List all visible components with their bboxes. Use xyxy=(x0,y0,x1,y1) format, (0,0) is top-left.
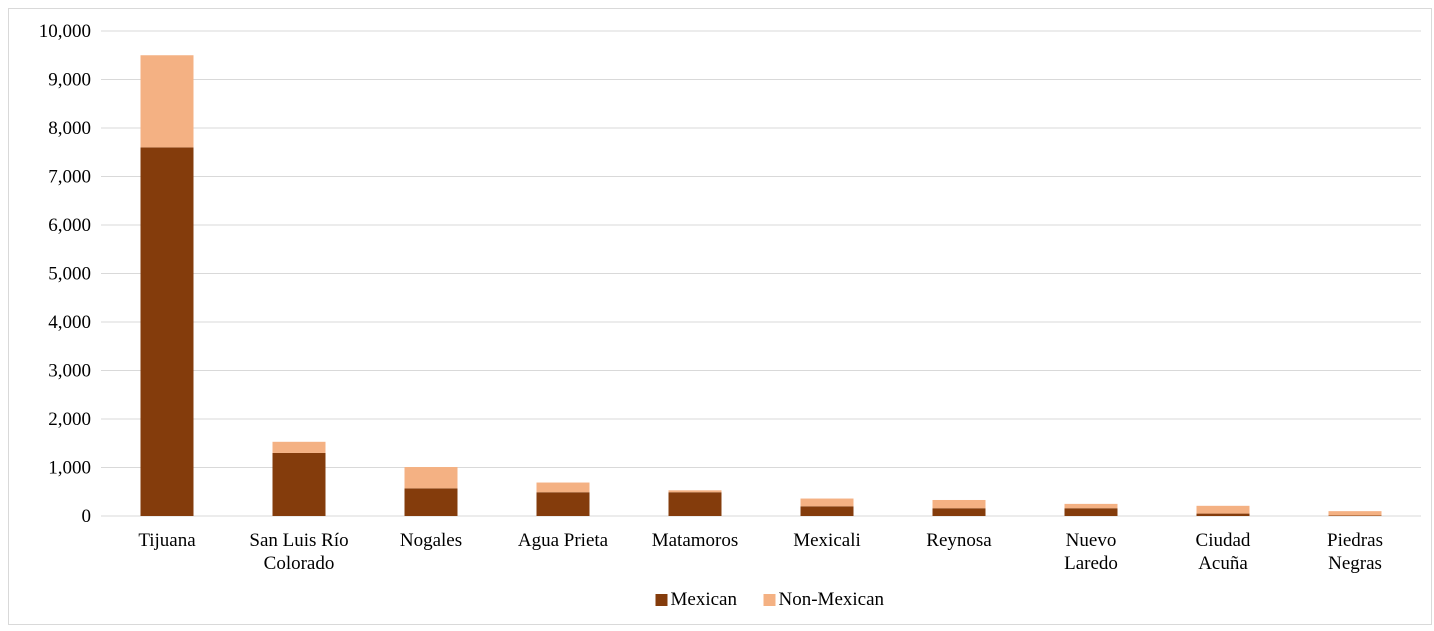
y-tick-label: 4,000 xyxy=(48,312,91,333)
bar-non-mexican xyxy=(141,55,194,147)
bar-mexican xyxy=(537,492,590,516)
x-category-label: Agua Prieta xyxy=(518,530,609,551)
bar-mexican xyxy=(801,506,854,516)
bar-non-mexican xyxy=(1329,511,1382,515)
chart-frame: 0 1,000 2,000 3,000 4,000 5,000 6,000 7,000 8,00… xyxy=(8,8,1432,625)
bar-mexican xyxy=(273,453,326,516)
bar-mexican xyxy=(141,147,194,516)
x-category-label: Reynosa xyxy=(926,530,992,551)
y-tick-label: 5,000 xyxy=(48,264,91,285)
bar-non-mexican xyxy=(273,442,326,453)
bar-mexican xyxy=(405,488,458,516)
bar-non-mexican xyxy=(405,467,458,488)
y-tick-label: 0 xyxy=(82,506,92,527)
bar-non-mexican xyxy=(537,483,590,493)
y-tick-label: 9,000 xyxy=(48,70,91,91)
bar-non-mexican xyxy=(1065,504,1118,508)
y-tick-label: 10,000 xyxy=(39,21,91,42)
x-category-label: Matamoros xyxy=(652,530,739,551)
bar-mexican xyxy=(933,508,986,516)
bar-mexican xyxy=(1197,514,1250,516)
x-category-label: Mexicali xyxy=(793,530,861,551)
legend-label: Non-Mexican xyxy=(779,589,885,610)
y-tick-label: 7,000 xyxy=(48,167,91,188)
bar-non-mexican xyxy=(669,490,722,492)
bar-non-mexican xyxy=(933,500,986,508)
bar-non-mexican xyxy=(801,499,854,507)
bars xyxy=(141,55,1382,516)
stacked-bar-chart: 0 1,000 2,000 3,000 4,000 5,000 6,000 7,000 8,00… xyxy=(9,9,1433,626)
legend-label: Mexican xyxy=(671,589,738,610)
legend: Mexican Non-Mexican xyxy=(656,589,885,610)
y-tick-label: 1,000 xyxy=(48,458,91,479)
bar-mexican xyxy=(1065,508,1118,516)
y-tick-label: 6,000 xyxy=(48,215,91,236)
y-axis: 0 1,000 2,000 3,000 4,000 5,000 6,000 7,000 8,00… xyxy=(39,21,91,527)
x-category-label: Nogales xyxy=(400,530,462,551)
bar-non-mexican xyxy=(1197,506,1250,514)
y-tick-label: 2,000 xyxy=(48,409,91,430)
bar-mexican xyxy=(669,492,722,516)
y-tick-label: 3,000 xyxy=(48,361,91,382)
y-tick-label: 8,000 xyxy=(48,118,91,139)
legend-swatch xyxy=(764,594,776,606)
x-category-label: Tijuana xyxy=(138,530,196,551)
legend-swatch xyxy=(656,594,668,606)
